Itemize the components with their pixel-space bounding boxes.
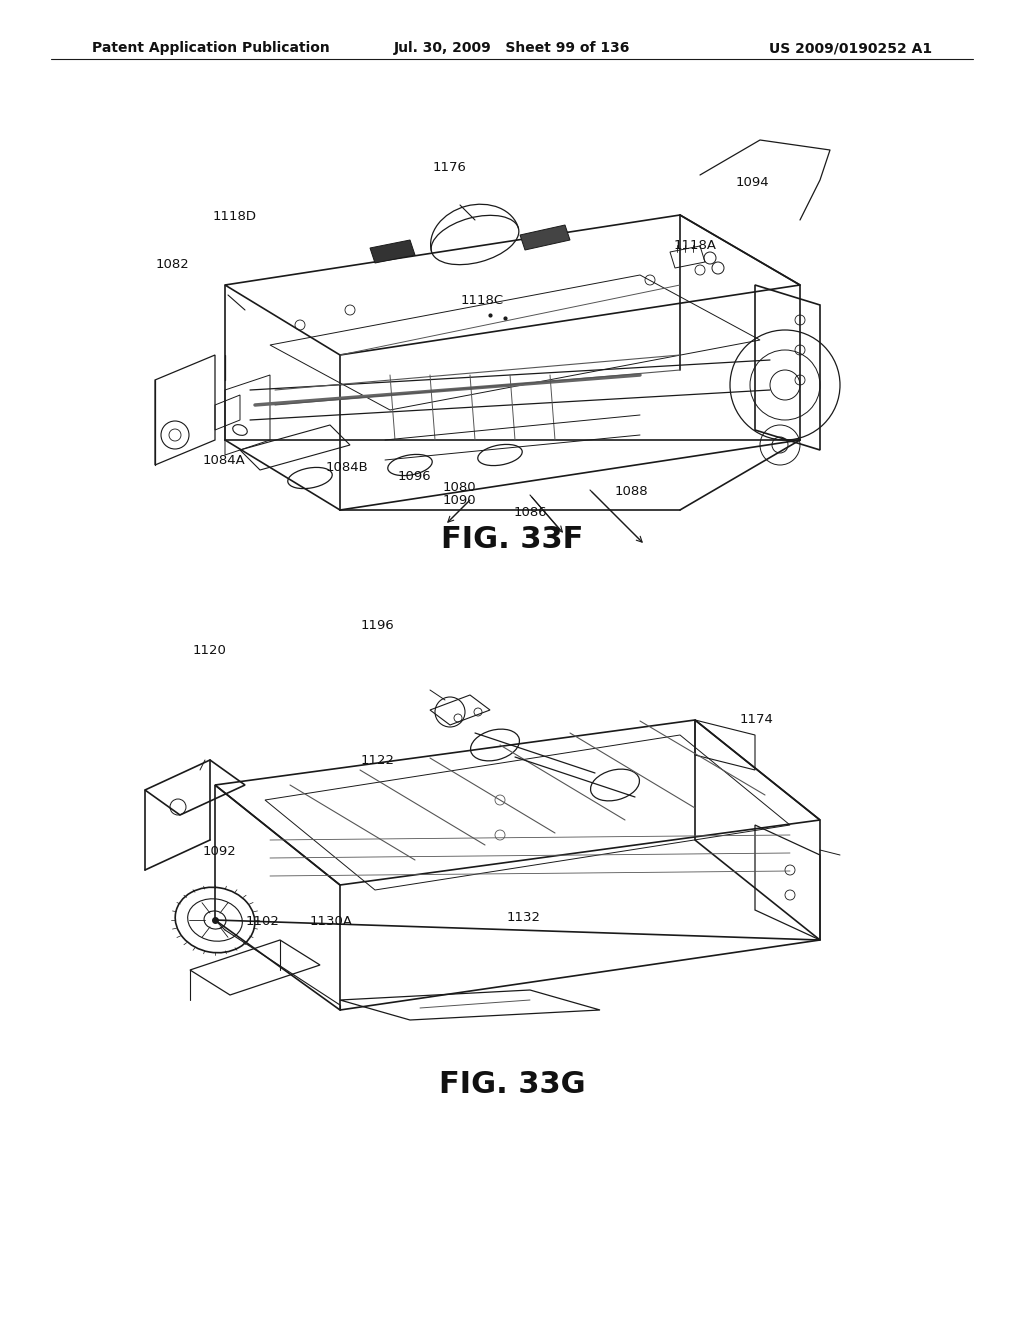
Text: 1094: 1094	[735, 176, 769, 189]
Polygon shape	[520, 224, 570, 249]
Text: 1102: 1102	[246, 915, 280, 928]
Text: US 2009/0190252 A1: US 2009/0190252 A1	[769, 41, 932, 55]
Text: FIG. 33G: FIG. 33G	[438, 1071, 586, 1098]
Text: 1092: 1092	[203, 845, 237, 858]
Text: 1082: 1082	[156, 257, 189, 271]
Text: 1086: 1086	[514, 506, 548, 519]
Text: 1096: 1096	[397, 470, 431, 483]
Text: 1084A: 1084A	[203, 454, 246, 467]
Text: 1176: 1176	[432, 161, 466, 174]
Polygon shape	[370, 240, 415, 263]
Text: 1090: 1090	[442, 494, 476, 507]
Text: 1084B: 1084B	[326, 461, 369, 474]
Text: Jul. 30, 2009   Sheet 99 of 136: Jul. 30, 2009 Sheet 99 of 136	[394, 41, 630, 55]
Text: Patent Application Publication: Patent Application Publication	[92, 41, 330, 55]
Text: 1120: 1120	[193, 644, 226, 657]
Text: 1118D: 1118D	[213, 210, 257, 223]
Text: 1122: 1122	[360, 754, 394, 767]
Text: 1174: 1174	[739, 713, 773, 726]
Text: 1118A: 1118A	[674, 239, 717, 252]
Text: 1196: 1196	[360, 619, 394, 632]
Text: 1118C: 1118C	[461, 294, 504, 308]
Text: 1132: 1132	[507, 911, 541, 924]
Text: FIG. 33F: FIG. 33F	[440, 525, 584, 553]
Text: 1130A: 1130A	[309, 915, 352, 928]
Text: 1088: 1088	[614, 484, 648, 498]
Text: 1080: 1080	[442, 480, 476, 494]
